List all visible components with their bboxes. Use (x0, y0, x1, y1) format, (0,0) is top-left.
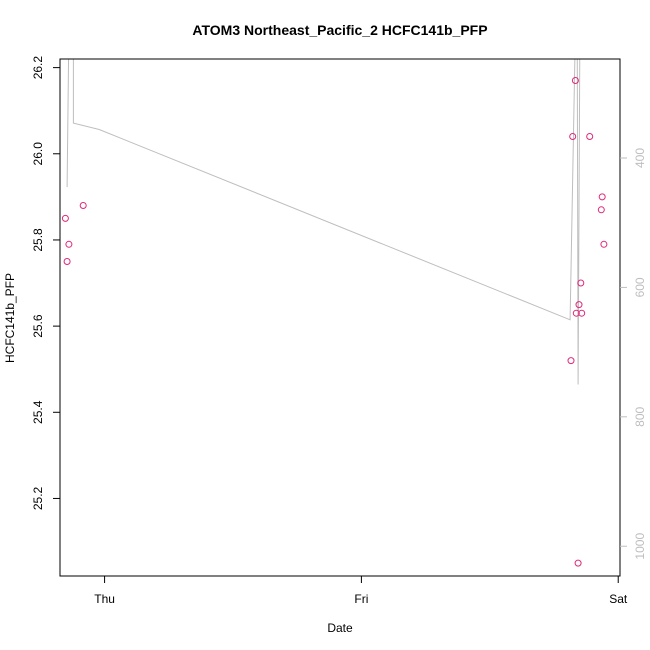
pressure-line (66, 59, 581, 385)
y-tick-label: 25.2 (31, 486, 45, 510)
data-point (569, 133, 577, 140)
data-point (63, 258, 71, 265)
y-axis-label: HCFC141b_PFP (3, 273, 17, 363)
x-tick-label: Fri (354, 592, 368, 606)
data-point (574, 559, 582, 567)
x-tick-label: Thu (94, 592, 115, 606)
y-tick-label: 25.6 (31, 314, 45, 338)
data-points-layer (61, 77, 608, 567)
x-axis: Thu Fri Sat (94, 576, 628, 606)
y-tick-label: 25.8 (31, 228, 45, 252)
pressure-line-layer (66, 59, 581, 385)
data-point (571, 77, 579, 84)
secondary-y-axis: 400 600 800 1000 (620, 148, 647, 560)
y2-tick-label: 600 (633, 277, 647, 297)
data-point (79, 202, 87, 209)
data-point (577, 279, 585, 287)
chart-title: ATOM3 Northeast_Pacific_2 HCFC141b_PFP (192, 22, 487, 38)
y2-tick-label: 400 (633, 148, 647, 168)
data-point (598, 193, 606, 201)
data-point (600, 240, 608, 248)
y-tick-label: 26.0 (31, 142, 45, 166)
data-point (65, 240, 73, 248)
y-axis: 25.2 25.4 25.6 25.8 26.0 26.2 (31, 56, 60, 510)
y-tick-label: 26.2 (31, 56, 45, 80)
y2-tick-label: 800 (633, 406, 647, 426)
y-tick-label: 25.4 (31, 400, 45, 424)
data-point (61, 214, 69, 222)
plot-frame (59, 58, 621, 577)
data-point (586, 133, 594, 140)
data-point (567, 357, 575, 365)
data-point (578, 309, 586, 317)
data-point (572, 309, 580, 317)
data-point (575, 301, 583, 309)
data-point (597, 206, 605, 214)
y2-tick-label: 1000 (633, 533, 647, 560)
x-tick-label: Sat (609, 592, 628, 606)
x-axis-label: Date (327, 621, 353, 635)
